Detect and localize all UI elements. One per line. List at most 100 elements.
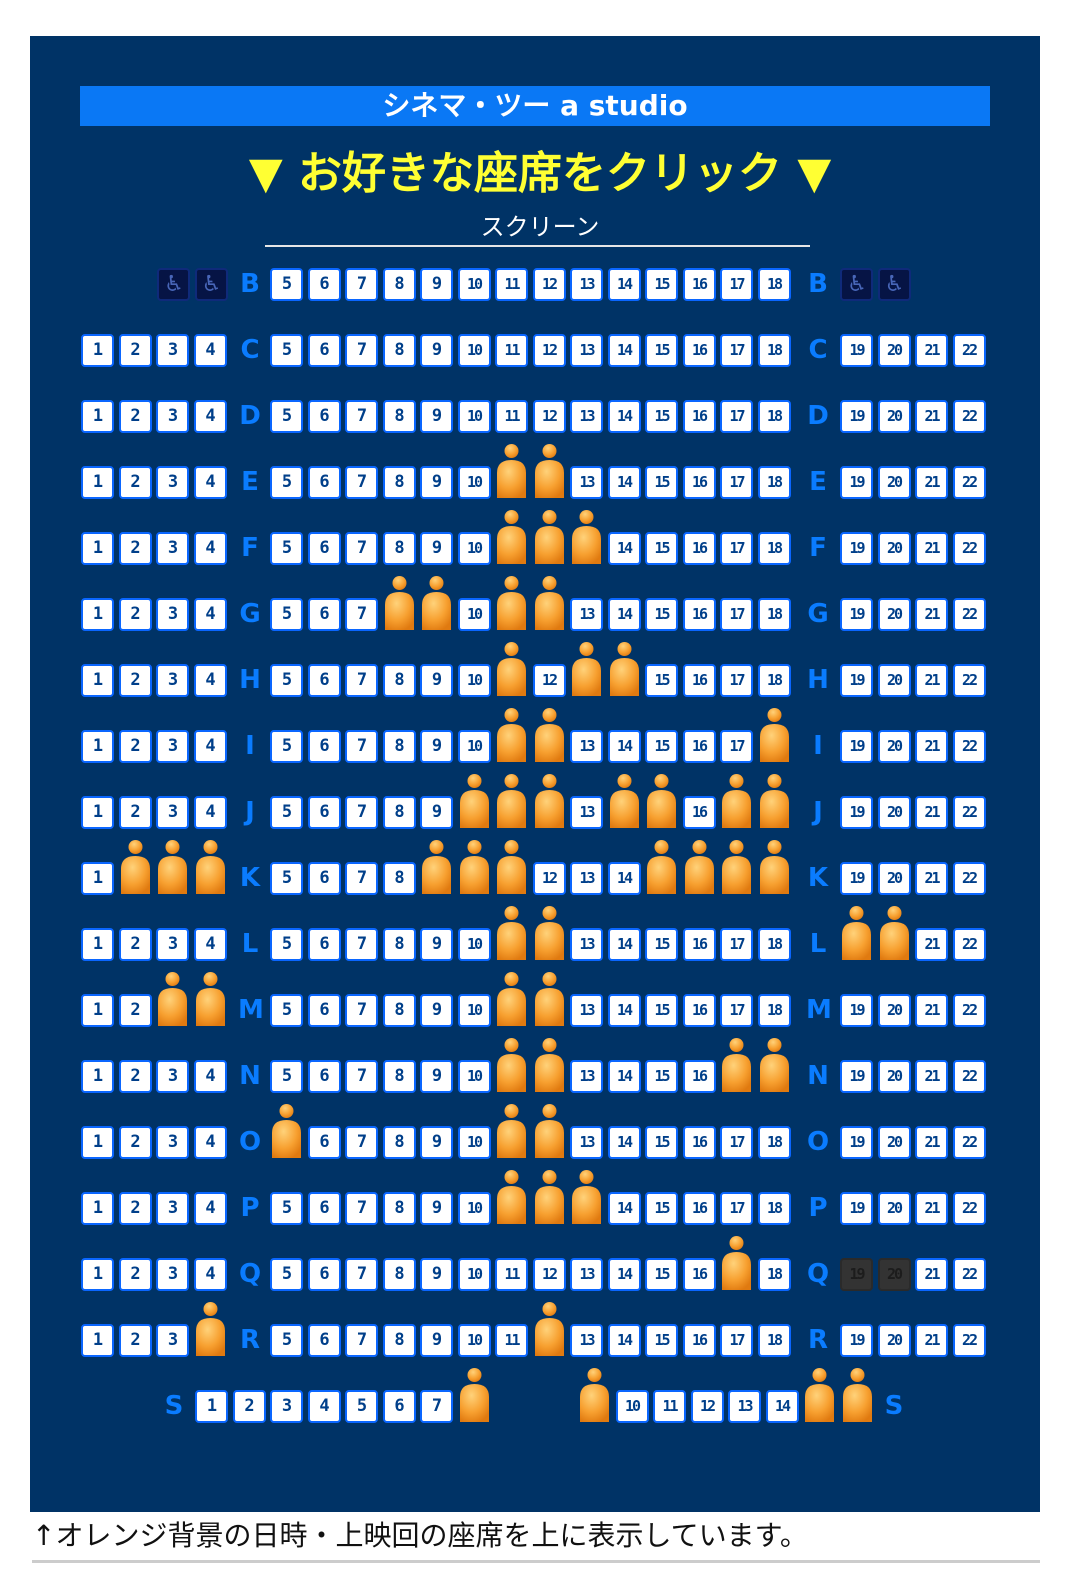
- seat-19[interactable]: 19: [840, 1126, 873, 1159]
- seat-2[interactable]: 2: [118, 1258, 152, 1291]
- seat-6[interactable]: 6: [307, 598, 341, 631]
- seat-3[interactable]: 3: [156, 1192, 189, 1225]
- seat-1[interactable]: 1: [81, 928, 114, 961]
- seat-3[interactable]: 3: [156, 334, 189, 367]
- seat-22[interactable]: 22: [952, 796, 986, 829]
- seat-18[interactable]: 18: [757, 928, 791, 961]
- seat-14[interactable]: 14: [607, 994, 641, 1027]
- seat-16[interactable]: 16: [682, 1060, 716, 1093]
- seat-18[interactable]: 18: [757, 268, 791, 301]
- seat-19[interactable]: 19: [840, 334, 873, 367]
- seat-13[interactable]: 13: [570, 862, 603, 895]
- seat-16[interactable]: 16: [682, 268, 716, 301]
- wheelchair-icon[interactable]: ♿: [877, 268, 911, 301]
- seat-6[interactable]: 6: [307, 466, 341, 499]
- seat-8[interactable]: 8: [382, 664, 416, 697]
- seat-8[interactable]: 8: [382, 334, 416, 367]
- wheelchair-icon[interactable]: ♿: [194, 268, 228, 301]
- seat-12[interactable]: 12: [532, 400, 566, 433]
- seat-21[interactable]: 21: [915, 862, 948, 895]
- seat-10[interactable]: 10: [457, 994, 491, 1027]
- seat-22[interactable]: 22: [952, 1324, 986, 1357]
- seat-1[interactable]: 1: [81, 730, 114, 763]
- seat-2[interactable]: 2: [118, 1126, 152, 1159]
- seat-2[interactable]: 2: [118, 334, 152, 367]
- seat-8[interactable]: 8: [382, 466, 416, 499]
- seat-5[interactable]: 5: [270, 466, 303, 499]
- seat-9[interactable]: 9: [420, 1324, 453, 1357]
- seat-4[interactable]: 4: [193, 664, 227, 697]
- seat-2[interactable]: 2: [118, 994, 152, 1027]
- seat-22[interactable]: 22: [952, 664, 986, 697]
- seat-6[interactable]: 6: [307, 664, 341, 697]
- seat-6[interactable]: 6: [307, 334, 341, 367]
- seat-4[interactable]: 4: [193, 400, 227, 433]
- seat-5[interactable]: 5: [270, 334, 303, 367]
- seat-19[interactable]: 19: [840, 1060, 873, 1093]
- seat-19[interactable]: 19: [840, 796, 873, 829]
- seat-15[interactable]: 15: [645, 1060, 678, 1093]
- seat-1[interactable]: 1: [81, 532, 114, 565]
- seat-3[interactable]: 3: [156, 598, 189, 631]
- seat-21[interactable]: 21: [915, 796, 948, 829]
- seat-21[interactable]: 21: [915, 532, 948, 565]
- seat-18[interactable]: 18: [757, 1192, 791, 1225]
- seat-22[interactable]: 22: [952, 1258, 986, 1291]
- seat-14[interactable]: 14: [607, 400, 641, 433]
- seat-21[interactable]: 21: [915, 598, 948, 631]
- seat-22[interactable]: 22: [952, 1192, 986, 1225]
- seat-11[interactable]: 11: [495, 1324, 528, 1357]
- seat-15[interactable]: 15: [645, 334, 678, 367]
- seat-14[interactable]: 14: [607, 928, 641, 961]
- seat-9[interactable]: 9: [420, 400, 453, 433]
- seat-19[interactable]: 19: [840, 664, 873, 697]
- seat-7[interactable]: 7: [345, 268, 378, 301]
- seat-22[interactable]: 22: [952, 334, 986, 367]
- seat-13[interactable]: 13: [728, 1390, 761, 1423]
- seat-19[interactable]: 19: [840, 1192, 873, 1225]
- seat-15[interactable]: 15: [645, 994, 678, 1027]
- seat-14[interactable]: 14: [607, 598, 641, 631]
- seat-3[interactable]: 3: [156, 1258, 189, 1291]
- seat-19[interactable]: 19: [840, 598, 873, 631]
- seat-1[interactable]: 1: [81, 400, 114, 433]
- seat-12[interactable]: 12: [532, 268, 566, 301]
- seat-4[interactable]: 4: [193, 334, 227, 367]
- seat-10[interactable]: 10: [457, 466, 491, 499]
- seat-19[interactable]: 19: [840, 862, 873, 895]
- seat-7[interactable]: 7: [345, 1060, 378, 1093]
- seat-5[interactable]: 5: [345, 1390, 378, 1423]
- seat-14[interactable]: 14: [607, 334, 641, 367]
- seat-1[interactable]: 1: [195, 1390, 228, 1423]
- seat-17[interactable]: 17: [720, 1192, 753, 1225]
- seat-8[interactable]: 8: [382, 400, 416, 433]
- seat-9[interactable]: 9: [420, 928, 453, 961]
- seat-5[interactable]: 5: [270, 796, 303, 829]
- seat-7[interactable]: 7: [345, 796, 378, 829]
- seat-15[interactable]: 15: [645, 268, 678, 301]
- seat-2[interactable]: 2: [118, 1192, 152, 1225]
- seat-15[interactable]: 15: [645, 598, 678, 631]
- seat-10[interactable]: 10: [457, 1192, 491, 1225]
- seat-20[interactable]: 20: [877, 1060, 911, 1093]
- seat-19[interactable]: 19: [840, 400, 873, 433]
- seat-8[interactable]: 8: [382, 730, 416, 763]
- seat-7[interactable]: 7: [345, 466, 378, 499]
- seat-14[interactable]: 14: [607, 862, 641, 895]
- seat-17[interactable]: 17: [720, 400, 753, 433]
- seat-6[interactable]: 6: [307, 862, 341, 895]
- seat-6[interactable]: 6: [307, 796, 341, 829]
- seat-9[interactable]: 9: [420, 1126, 453, 1159]
- seat-2[interactable]: 2: [118, 928, 152, 961]
- seat-3[interactable]: 3: [156, 532, 189, 565]
- seat-13[interactable]: 13: [570, 1324, 603, 1357]
- seat-7[interactable]: 7: [345, 532, 378, 565]
- seat-11[interactable]: 11: [495, 268, 528, 301]
- seat-8[interactable]: 8: [382, 1324, 416, 1357]
- seat-6[interactable]: 6: [307, 532, 341, 565]
- seat-18[interactable]: 18: [757, 466, 791, 499]
- seat-16[interactable]: 16: [682, 730, 716, 763]
- seat-16[interactable]: 16: [682, 994, 716, 1027]
- seat-13[interactable]: 13: [570, 400, 603, 433]
- seat-7[interactable]: 7: [345, 400, 378, 433]
